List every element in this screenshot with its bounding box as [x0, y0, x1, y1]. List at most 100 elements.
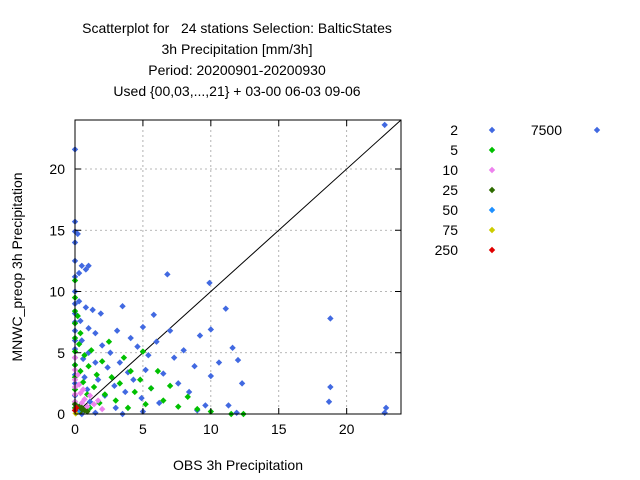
- data-point-series-5: [139, 348, 147, 355]
- data-point-series-2: [234, 356, 242, 364]
- data-point-series-5: [154, 367, 162, 375]
- data-point-series-5: [79, 378, 87, 386]
- data-point-series-2: [191, 363, 198, 370]
- data-point-series-5: [124, 404, 132, 412]
- data-point-series-2: [229, 344, 236, 352]
- legend-label-75: 75: [442, 222, 458, 238]
- data-point-series-5: [127, 367, 134, 375]
- data-point-series-2: [82, 304, 90, 311]
- legend-label-2: 2: [450, 122, 458, 138]
- data-point-series-2: [84, 386, 91, 393]
- data-point-series-75: [72, 410, 79, 417]
- chart-title-line-1: Scatterplot for 24 stations Selection: B…: [82, 20, 392, 36]
- plot-frame: [74, 119, 402, 415]
- y-tick-label: 20: [49, 161, 65, 177]
- data-point-series-2: [112, 404, 119, 412]
- x-axis-title: OBS 3h Precipitation: [173, 457, 303, 473]
- y-tick-label: 5: [57, 345, 65, 361]
- data-point-series-2: [127, 334, 134, 342]
- data-point-series-5: [147, 385, 155, 392]
- legend-label-7500: 7500: [531, 122, 562, 138]
- data-point-series-2: [206, 279, 213, 287]
- data-point-series-2: [382, 404, 390, 412]
- data-point-series-2: [156, 399, 163, 407]
- data-point-series-10: [81, 396, 88, 403]
- data-point-series-10: [74, 371, 81, 378]
- data-point-series-2: [85, 262, 92, 269]
- data-point-series-2: [85, 325, 92, 332]
- data-point-series-2: [233, 409, 240, 416]
- y-tick-label: 10: [49, 284, 65, 300]
- data-point-series-2: [81, 374, 88, 381]
- data-point-series-2: [94, 376, 102, 383]
- data-point-series-25: [78, 404, 85, 412]
- legend-marker-75: [488, 226, 496, 234]
- data-point-series-2: [97, 310, 105, 317]
- legend-marker-2: [488, 126, 496, 134]
- y-tick-label: 15: [49, 222, 65, 238]
- legend-label-250: 250: [435, 242, 459, 258]
- x-tick-label: 10: [203, 421, 219, 437]
- data-point-series-5: [75, 340, 83, 348]
- data-point-series-2: [138, 394, 145, 402]
- data-point-series-2: [104, 364, 111, 371]
- data-point-series-5: [108, 374, 115, 381]
- data-point-series-10: [90, 401, 98, 408]
- data-point-series-5: [142, 401, 149, 408]
- data-point-series-5: [84, 391, 91, 398]
- axis-ticks: 0 5 10 15 20 0 5 10 15 20: [49, 120, 401, 437]
- data-point-series-5: [120, 354, 128, 361]
- chart-title-line-2: 3h Precipitation [mm/3h]: [161, 41, 313, 57]
- data-point-series-5: [131, 388, 138, 396]
- data-point-series-5: [160, 397, 167, 404]
- legend-marker-5: [488, 146, 496, 154]
- data-point-series-5: [85, 363, 92, 370]
- y-axis-title: MNWC_preop 3h Precipitation: [9, 172, 25, 361]
- data-point-series-5: [184, 393, 191, 401]
- data-point-series-2: [77, 317, 84, 325]
- data-point-series-2: [238, 380, 246, 387]
- legend-label-5: 5: [450, 142, 458, 158]
- data-point-series-2: [164, 271, 171, 278]
- data-point-series-2: [119, 303, 126, 310]
- legend-marker-25: [488, 186, 496, 194]
- legend-marker-250: [488, 246, 496, 254]
- data-point-series-10: [75, 381, 83, 388]
- data-point-series-2: [145, 352, 152, 359]
- data-point-series-2: [381, 409, 388, 416]
- data-point-series-2: [86, 398, 94, 405]
- data-point-series-2: [327, 383, 334, 391]
- data-point-series-5: [116, 380, 124, 387]
- data-point-series-5: [74, 312, 81, 320]
- data-point-series-2: [98, 342, 106, 349]
- data-point-series-5: [77, 367, 84, 375]
- data-point-series-10: [98, 405, 106, 413]
- legend-label-10: 10: [442, 162, 458, 178]
- data-point-series-2: [89, 306, 96, 314]
- data-point-series-2: [222, 305, 229, 312]
- data-point-series-2: [225, 402, 232, 409]
- data-point-series-5: [93, 371, 100, 378]
- data-point-series-2: [207, 326, 215, 333]
- data-point-series-2: [92, 359, 99, 366]
- data-point-series-2: [74, 230, 81, 238]
- data-point-series-25: [84, 408, 91, 415]
- data-point-series-5: [105, 338, 113, 345]
- data-point-series-5: [175, 403, 182, 410]
- data-point-series-5: [77, 329, 84, 337]
- data-point-series-2: [180, 347, 187, 354]
- data-point-series-2: [215, 359, 223, 366]
- data-point-series-2: [92, 329, 99, 337]
- data-point-series-5: [81, 352, 88, 359]
- legend-label-25: 25: [442, 182, 458, 198]
- data-point-series-2: [150, 311, 157, 318]
- data-point-series-2: [202, 402, 209, 409]
- legend-marker-7500: [593, 126, 601, 134]
- chart-title-line-4: Used {00,03,...,21} + 03-00 06-03 09-06: [113, 83, 361, 99]
- data-point-series-2: [113, 327, 121, 334]
- legend-marker-50: [488, 206, 496, 214]
- data-point-series-2: [166, 327, 174, 334]
- diagonal-line: [74, 119, 402, 415]
